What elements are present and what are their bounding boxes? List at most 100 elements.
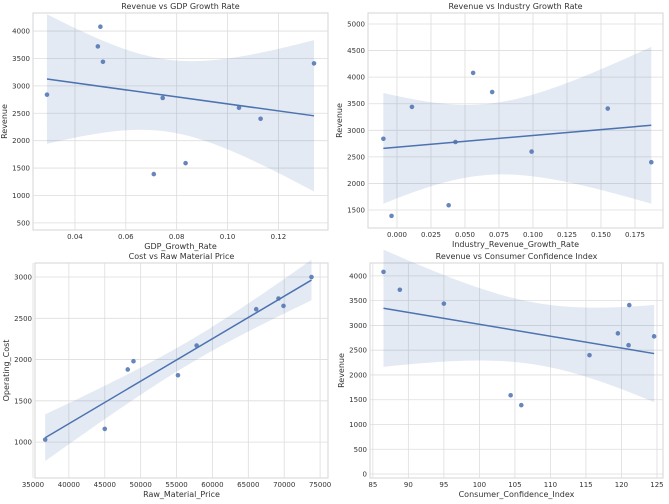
- x-tick-label: 120: [615, 481, 628, 489]
- y-axis-label: Revenue: [335, 103, 344, 138]
- x-tick-label: 50000: [130, 481, 152, 489]
- y-tick-label: 2000: [349, 371, 367, 379]
- plot-area: [32, 12, 329, 231]
- x-tick-label: 115: [579, 481, 592, 489]
- y-tick-label: 500: [17, 219, 30, 227]
- x-tick-label: 55000: [165, 481, 187, 489]
- y-tick-label: 4000: [347, 74, 365, 82]
- y-tick-label: 0: [363, 471, 367, 479]
- data-point: [276, 296, 281, 301]
- y-tick-label: 2500: [349, 347, 367, 355]
- x-tick-label: 95: [439, 481, 448, 489]
- x-tick-label: 75000: [309, 481, 331, 489]
- data-point: [98, 24, 103, 29]
- x-tick-label: 100: [473, 481, 486, 489]
- subplot-2: 0.000 0.025 0.050 0.075 0.100 0.125 0.150 0.175…: [335, 2, 664, 249]
- x-tick-label: 0.100: [523, 231, 543, 239]
- y-tick-label: 3000: [14, 274, 32, 282]
- data-point: [409, 104, 415, 110]
- y-tick-label: 1000: [12, 192, 30, 200]
- x-tick-label: 40000: [58, 481, 80, 489]
- data-point: [389, 213, 394, 219]
- y-tick-label: 5000: [347, 21, 365, 29]
- subplot-title: Cost vs Raw Material Price: [129, 252, 235, 261]
- y-tick-label: 2000: [347, 180, 365, 188]
- y-tick-label: 1500: [12, 165, 30, 173]
- x-tick-label: 0.06: [118, 233, 134, 241]
- y-tick-label: 3500: [12, 55, 30, 63]
- y-tick-label: 2500: [12, 110, 30, 118]
- x-tick-label: 0.025: [421, 231, 441, 239]
- data-point: [175, 372, 181, 378]
- x-tick-label: 60000: [201, 481, 223, 489]
- data-point: [258, 116, 263, 122]
- data-point: [397, 287, 403, 293]
- confidence-band: [383, 46, 652, 204]
- confidence-band: [46, 14, 315, 192]
- y-tick-label: 2000: [14, 356, 32, 364]
- plot-area: [367, 12, 664, 229]
- y-tick-label: 2500: [347, 153, 365, 161]
- data-point: [508, 392, 513, 398]
- y-tick-label: 2500: [14, 315, 32, 323]
- data-point: [441, 301, 447, 306]
- x-tick-label: 0.04: [67, 233, 83, 241]
- y-tick-label: 1500: [349, 396, 367, 404]
- data-point: [518, 402, 524, 408]
- data-point: [381, 136, 386, 142]
- x-axis-label: Industry_Revenue_Growth_Rate: [452, 240, 579, 249]
- data-point: [626, 342, 631, 348]
- data-point: [626, 302, 632, 308]
- x-tick-label: 0.08: [169, 233, 185, 241]
- data-point: [309, 274, 314, 280]
- y-tick-label: 4000: [349, 272, 367, 280]
- confidence-band: [45, 259, 312, 462]
- x-tick-label: 0.125: [557, 231, 577, 239]
- x-tick-label: 90: [404, 481, 413, 489]
- y-tick-label: 3500: [347, 100, 365, 108]
- x-tick-label: 0.12: [271, 233, 287, 241]
- data-point: [446, 202, 451, 208]
- data-point: [651, 334, 657, 339]
- x-tick-label: 0.10: [220, 233, 236, 241]
- data-point: [102, 426, 108, 432]
- data-point: [529, 149, 534, 154]
- data-point: [253, 306, 259, 312]
- y-tick-label: 1500: [347, 207, 365, 215]
- regression-line: [383, 307, 655, 355]
- y-tick-label: 4000: [12, 28, 30, 36]
- confidence-band: [383, 249, 655, 403]
- subplot-title: Revenue vs Consumer Confidence Index: [436, 252, 598, 261]
- data-point: [42, 437, 48, 442]
- x-tick-label: 0.050: [455, 231, 475, 239]
- data-point: [183, 160, 188, 166]
- y-tick-label: 4500: [347, 47, 365, 55]
- data-point: [470, 70, 476, 76]
- subplot-title: Revenue vs GDP Growth Rate: [121, 2, 239, 11]
- data-point: [194, 343, 199, 348]
- x-axis-label: Raw_Material_Price: [143, 490, 220, 499]
- x-tick-label: 110: [544, 481, 557, 489]
- y-tick-label: 1000: [14, 439, 32, 447]
- data-point: [381, 269, 386, 275]
- x-tick-label: 0.000: [387, 231, 407, 239]
- subplot-3: 35000 40000 45000 50000 55000 60000 65000 70000…: [2, 252, 331, 499]
- x-tick-label: 0.175: [625, 231, 645, 239]
- y-axis-label: Revenue: [337, 353, 346, 388]
- y-tick-label: 3000: [349, 322, 367, 330]
- y-tick-label: 3000: [347, 127, 365, 135]
- data-point: [125, 367, 131, 372]
- subplot-1: 0.04 0.06 0.08 0.10 0.12 500 1000 1500 2000 2500 3…: [0, 2, 329, 251]
- x-axis-label: GDP_Growth_Rate: [144, 242, 217, 251]
- x-tick-label: 125: [650, 481, 663, 489]
- x-tick-label: 70000: [273, 481, 295, 489]
- y-tick-label: 500: [354, 446, 367, 454]
- subplot-4: 85 90 95 100 105 110 115 120 125 0 500 1000 1500 2000…: [337, 249, 664, 499]
- data-point: [281, 303, 286, 309]
- data-point: [649, 159, 654, 165]
- x-tick-label: 0.075: [489, 231, 509, 239]
- regression-line: [46, 78, 315, 117]
- data-point: [615, 331, 621, 336]
- plot-area: [369, 262, 664, 479]
